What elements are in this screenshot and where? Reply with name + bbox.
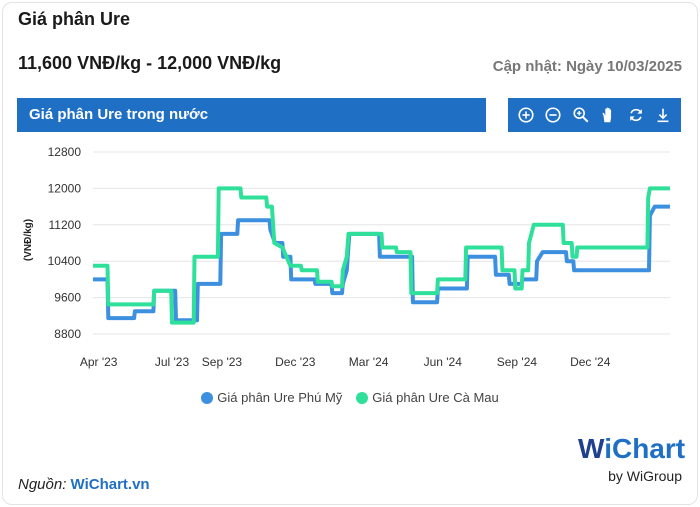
y-axis-label: (VNĐ/kg)	[23, 219, 34, 261]
updated-date: Cập nhật: Ngày 10/03/2025	[492, 58, 682, 75]
brand-wordmark: WiChart	[578, 433, 686, 464]
brand-w: W	[578, 433, 605, 464]
series-line-phu-my[interactable]	[93, 204, 670, 323]
y-tick-label: 11200	[49, 218, 82, 232]
source-link[interactable]: WiChart.vn	[70, 476, 150, 493]
magnify-icon[interactable]	[571, 105, 591, 125]
y-tick-label: 9600	[54, 291, 81, 305]
y-tick-label: 10400	[48, 254, 82, 268]
page-title: Giá phân Ure	[18, 9, 131, 29]
series-line-ca-mau[interactable]	[93, 186, 670, 325]
grid	[93, 151, 670, 335]
source-note: Nguồn: WiChart.vn	[18, 476, 150, 493]
y-axis-ticks: 8800 9600 10400 11200 12000 12800	[48, 145, 82, 341]
line-chart: 8800 9600 10400 11200 12000 12800 Apr '23 Jul …	[23, 145, 670, 369]
source-label: Nguồn:	[18, 476, 67, 493]
zoom-in-icon[interactable]	[516, 105, 536, 125]
x-tick-label: Dec '23	[275, 355, 316, 369]
x-axis-ticks: Apr '23 Jul '23 Sep '23 Dec '23 Mar '24 Jun '…	[80, 355, 611, 369]
x-tick-label: Jul '23	[155, 355, 190, 369]
x-tick-label: Jun '24	[424, 355, 463, 369]
x-tick-label: Sep '23	[202, 355, 243, 369]
zoom-out-icon[interactable]	[543, 105, 563, 125]
x-tick-label: Dec '24	[570, 355, 611, 369]
chart-toolbar	[508, 98, 681, 132]
y-tick-label: 12000	[48, 181, 82, 195]
legend-dot-ca-mau	[356, 391, 369, 404]
legend: Giá phân Ure Phú Mỹ Giá phân Ure Cà Mau	[0, 390, 700, 405]
chart-panel-title: Giá phân Ure trong nước	[17, 98, 486, 132]
x-tick-label: Apr '23	[80, 355, 118, 369]
legend-item-ca-mau[interactable]: Giá phân Ure Cà Mau	[356, 390, 499, 405]
series-lines	[93, 186, 670, 325]
download-icon[interactable]	[653, 105, 673, 125]
x-tick-label: Mar '24	[349, 355, 389, 369]
reset-icon[interactable]	[626, 105, 646, 125]
brand-name: iChart	[604, 433, 686, 464]
pan-hand-icon[interactable]	[598, 105, 618, 125]
legend-item-phu-my[interactable]: Giá phân Ure Phú Mỹ	[201, 390, 342, 405]
y-tick-label: 12800	[48, 145, 82, 159]
brand-logo: WiChart by WiGroup	[578, 433, 686, 485]
legend-dot-phu-my	[201, 391, 214, 404]
legend-label-phu-my: Giá phân Ure Phú Mỹ	[217, 390, 343, 405]
price-range: 11,600 VNĐ/kg - 12,000 VNĐ/kg	[18, 53, 282, 73]
brand-subtitle: by WiGroup	[608, 468, 682, 484]
y-tick-label: 8800	[54, 327, 81, 341]
x-tick-label: Sep '24	[497, 355, 538, 369]
legend-label-ca-mau: Giá phân Ure Cà Mau	[372, 390, 499, 405]
